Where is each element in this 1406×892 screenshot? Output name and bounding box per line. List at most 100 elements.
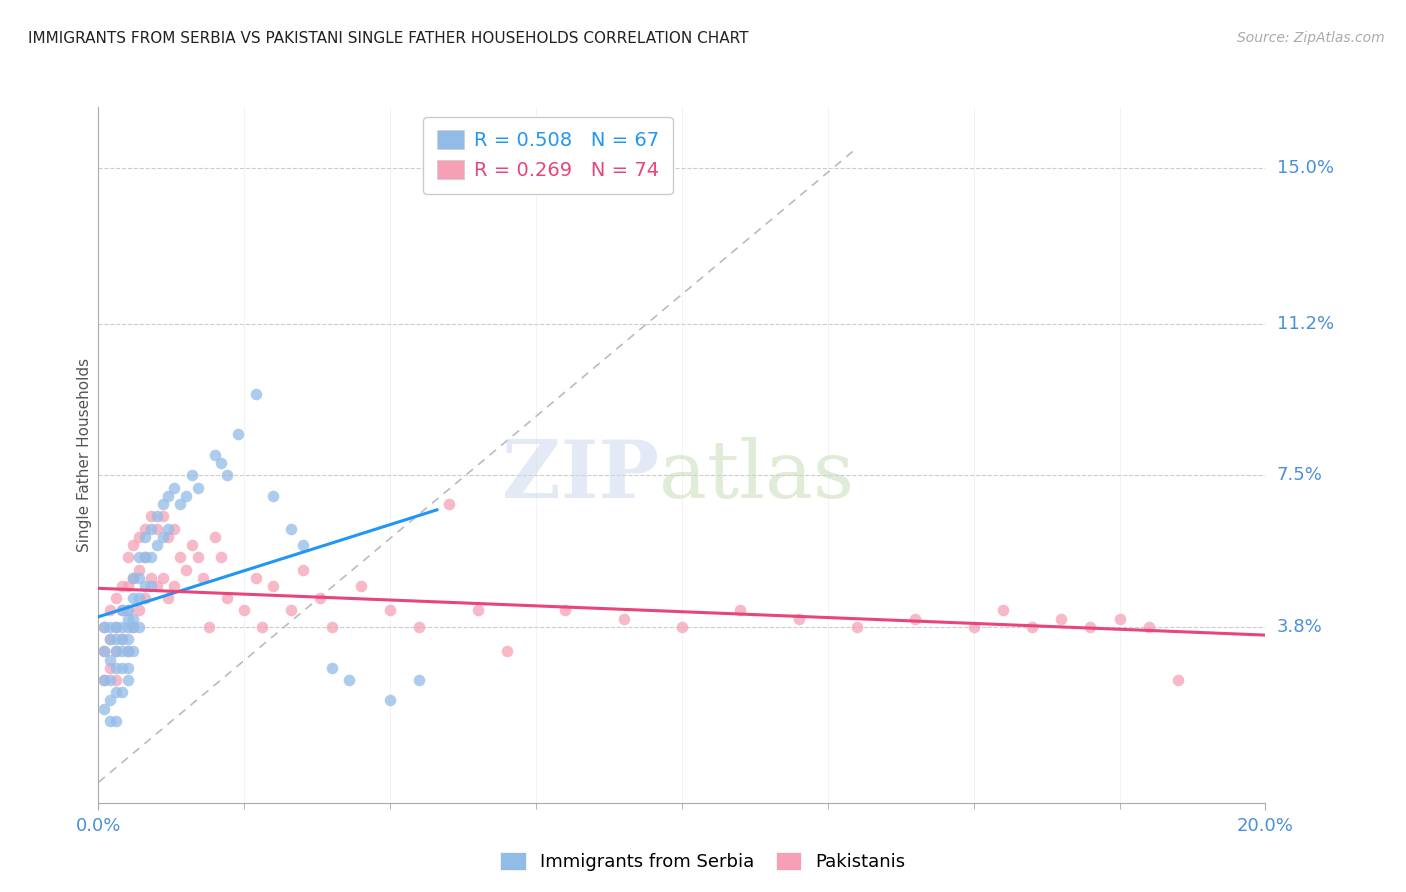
Point (204, 448, 226, 462)
Point (117, 661, 139, 675)
Point (128, 571, 150, 585)
Point (1137, 620, 1160, 634)
Point (104, 685, 127, 699)
Point (93, 701, 115, 715)
Point (1167, 673, 1189, 687)
Point (111, 579, 134, 593)
Point (111, 603, 134, 617)
Point (104, 644, 127, 658)
Point (321, 620, 343, 634)
Point (904, 612, 927, 626)
Point (378, 603, 402, 617)
Point (152, 497, 174, 511)
Point (93, 673, 115, 687)
Point (139, 571, 162, 585)
Point (122, 571, 145, 585)
Point (845, 620, 868, 634)
Point (228, 427, 250, 442)
Point (233, 603, 256, 617)
Point (280, 522, 302, 536)
Point (98, 661, 121, 675)
Point (104, 661, 127, 675)
Point (174, 562, 197, 576)
Point (291, 562, 314, 576)
Point (104, 673, 127, 687)
Point (93, 620, 115, 634)
Point (111, 632, 134, 646)
Point (180, 468, 202, 483)
Point (215, 468, 238, 483)
Text: 11.2%: 11.2% (1277, 315, 1334, 333)
Point (152, 571, 174, 585)
Point (169, 550, 191, 565)
Point (139, 522, 162, 536)
Point (408, 620, 430, 634)
Point (111, 685, 134, 699)
Point (198, 620, 221, 634)
Point (117, 603, 139, 617)
Point (728, 603, 751, 617)
Point (152, 509, 174, 524)
Point (193, 571, 215, 585)
Point (98, 620, 121, 634)
Point (98, 714, 121, 728)
Point (117, 612, 139, 626)
Point (350, 579, 373, 593)
Point (134, 530, 156, 544)
Point (152, 530, 174, 544)
Point (174, 489, 197, 503)
Point (117, 579, 139, 593)
Point (104, 620, 127, 634)
Point (495, 644, 517, 658)
Point (128, 603, 150, 617)
Point (111, 644, 134, 658)
Point (98, 693, 121, 707)
Point (245, 386, 267, 401)
Point (104, 620, 127, 634)
Point (187, 481, 209, 495)
Point (209, 550, 232, 565)
Text: IMMIGRANTS FROM SERBIA VS PAKISTANI SINGLE FATHER HOUSEHOLDS CORRELATION CHART: IMMIGRANTS FROM SERBIA VS PAKISTANI SING… (28, 31, 748, 46)
Point (157, 591, 180, 606)
Text: 3.8%: 3.8% (1277, 618, 1322, 636)
Point (93, 620, 115, 634)
Point (134, 550, 156, 565)
Point (104, 632, 127, 646)
Point (671, 620, 693, 634)
Point (991, 603, 1014, 617)
Point (128, 550, 150, 565)
Text: 7.5%: 7.5% (1277, 467, 1323, 484)
Point (245, 571, 267, 585)
Point (104, 714, 127, 728)
Point (122, 591, 145, 606)
Text: atlas: atlas (658, 437, 853, 515)
Legend: R = 0.508   N = 67, R = 0.269   N = 74: R = 0.508 N = 67, R = 0.269 N = 74 (423, 117, 672, 194)
Point (128, 530, 150, 544)
Point (98, 673, 121, 687)
Point (117, 603, 139, 617)
Point (104, 591, 127, 606)
Point (134, 579, 156, 593)
Point (117, 673, 139, 687)
Point (117, 644, 139, 658)
Point (134, 522, 156, 536)
Point (1050, 612, 1073, 626)
Point (250, 620, 273, 634)
Point (93, 644, 115, 658)
Point (111, 603, 134, 617)
Point (378, 693, 402, 707)
Point (111, 632, 134, 646)
Point (122, 644, 145, 658)
Point (98, 632, 121, 646)
Point (262, 579, 284, 593)
Point (122, 571, 145, 585)
Legend: Immigrants from Serbia, Pakistanis: Immigrants from Serbia, Pakistanis (494, 846, 912, 879)
Point (139, 509, 162, 524)
Point (122, 538, 145, 552)
Point (321, 661, 343, 675)
Point (163, 481, 186, 495)
Point (93, 673, 115, 687)
Point (280, 603, 302, 617)
Point (612, 612, 634, 626)
Point (128, 591, 150, 606)
